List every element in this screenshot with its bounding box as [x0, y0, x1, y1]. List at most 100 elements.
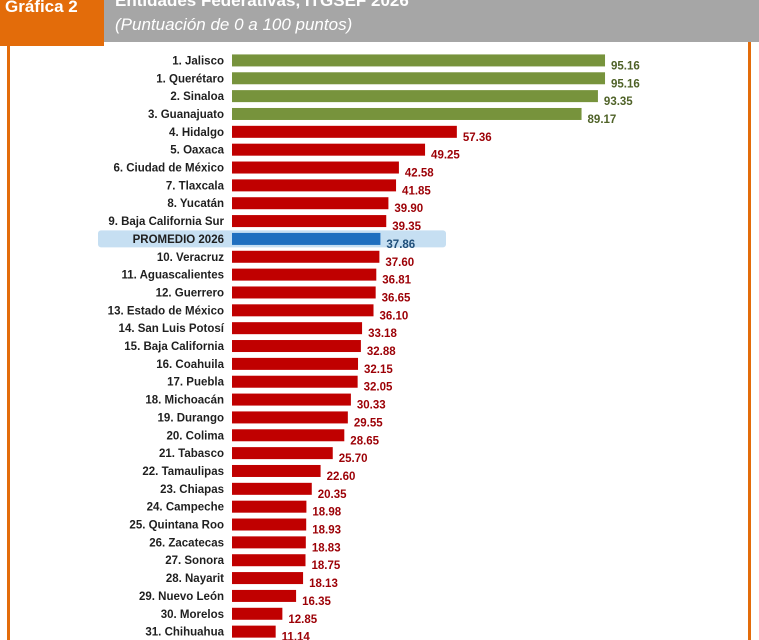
value-label: 18.83 [312, 542, 341, 554]
value-label: 20.35 [318, 489, 347, 501]
frame-border-left [7, 42, 10, 640]
chart-subtitle: (Puntuación de 0 a 100 puntos) [115, 15, 353, 34]
bar [232, 464, 321, 477]
category-label: 7. Tlaxcala [166, 180, 225, 192]
bar [232, 393, 351, 406]
bar [232, 482, 312, 495]
category-label: 11. Aguascalientes [122, 270, 225, 282]
value-label: 39.35 [392, 221, 421, 233]
category-label: 26. Zacatecas [149, 537, 224, 549]
category-label: 24. Campeche [147, 502, 224, 514]
value-label: 33.18 [368, 328, 397, 340]
category-label: 25. Quintana Roo [129, 520, 224, 532]
bar [232, 357, 359, 370]
value-label: 16.35 [302, 596, 331, 608]
category-label: 17. Puebla [167, 377, 224, 389]
value-label: 37.60 [385, 257, 414, 269]
value-label: 57.36 [463, 132, 492, 144]
bar [232, 107, 582, 120]
bar [232, 215, 387, 228]
bar [232, 161, 399, 174]
category-label: 3. Guanajuato [148, 109, 224, 121]
value-label: 28.65 [350, 435, 379, 447]
category-label: 27. Sonora [165, 555, 224, 567]
chart-number-tag: Gráfica 2 [0, 0, 104, 46]
bar [232, 143, 426, 156]
category-label: 23. Chiapas [160, 484, 224, 496]
value-label: 22.60 [327, 471, 356, 483]
bar [232, 500, 307, 513]
value-label: 36.10 [380, 310, 409, 322]
value-label: 37.86 [386, 239, 415, 251]
value-label: 39.90 [394, 203, 423, 215]
category-label: 28. Nayarit [166, 573, 224, 585]
value-label: 12.85 [288, 614, 317, 626]
bar [232, 589, 297, 602]
value-label: 93.35 [604, 96, 633, 108]
category-label: 10. Veracruz [157, 252, 224, 264]
category-label: 1. Jalisco [172, 55, 224, 67]
category-label: 15. Baja California [124, 341, 224, 353]
bar [232, 322, 363, 335]
category-label: 14. San Luis Potosí [119, 323, 225, 335]
bar [232, 90, 598, 103]
bar [232, 125, 457, 138]
value-label: 32.15 [364, 364, 393, 376]
bar [232, 518, 307, 531]
category-label: 2. Sinaloa [170, 91, 224, 103]
value-label: 18.75 [312, 560, 341, 572]
category-label: 12. Guerrero [156, 287, 224, 299]
chart-number-label: Gráfica 2 [5, 0, 78, 16]
bar [232, 536, 306, 549]
value-label: 18.93 [312, 525, 341, 537]
bar [232, 304, 374, 317]
value-label: 89.17 [588, 114, 617, 126]
category-label: 31. Chihuahua [145, 627, 224, 639]
category-label: 6. Ciudad de México [113, 163, 224, 175]
bar [232, 54, 606, 67]
value-label: 11.14 [282, 632, 311, 640]
category-label: 9. Baja California Sur [108, 216, 224, 228]
category-label: 21. Tabasco [159, 448, 224, 460]
category-label: 19. Durango [158, 412, 224, 424]
category-label: 30. Morelos [161, 609, 224, 621]
frame-border-right [748, 42, 751, 640]
bar [232, 286, 376, 299]
value-label: 25.70 [339, 453, 368, 465]
header-bar [0, 0, 759, 42]
value-label: 42.58 [405, 168, 434, 180]
bar [232, 268, 377, 281]
value-label: 18.13 [309, 578, 338, 590]
value-label: 95.16 [611, 78, 640, 90]
category-label: PROMEDIO 2026 [133, 234, 224, 246]
bar [232, 197, 389, 210]
value-label: 32.88 [367, 346, 396, 358]
category-label: 1. Querétaro [156, 73, 224, 85]
category-label: 22. Tamaulipas [142, 466, 224, 478]
value-label: 32.05 [364, 382, 393, 394]
bar [232, 250, 380, 263]
category-label: 16. Coahuila [156, 359, 224, 371]
bar [232, 179, 397, 192]
bar [232, 554, 306, 567]
category-label: 8. Yucatán [167, 198, 224, 210]
category-label: 18. Michoacán [145, 395, 224, 407]
bar [232, 340, 361, 353]
category-label: 29. Nuevo León [139, 591, 224, 603]
chart-title: Entidades Federativas, ITGSEF 2026 [115, 0, 409, 10]
value-label: 36.81 [382, 275, 411, 287]
bar [232, 429, 345, 442]
value-label: 36.65 [382, 292, 411, 304]
category-label: 13. Estado de México [108, 305, 224, 317]
bar [232, 375, 358, 388]
value-label: 29.55 [354, 417, 383, 429]
bar [232, 572, 304, 585]
value-label: 49.25 [431, 150, 460, 162]
bar [232, 72, 606, 85]
bar [232, 607, 283, 620]
category-label: 5. Oaxaca [170, 145, 224, 157]
category-label: 20. Colima [166, 430, 224, 442]
bar-average [232, 232, 381, 245]
